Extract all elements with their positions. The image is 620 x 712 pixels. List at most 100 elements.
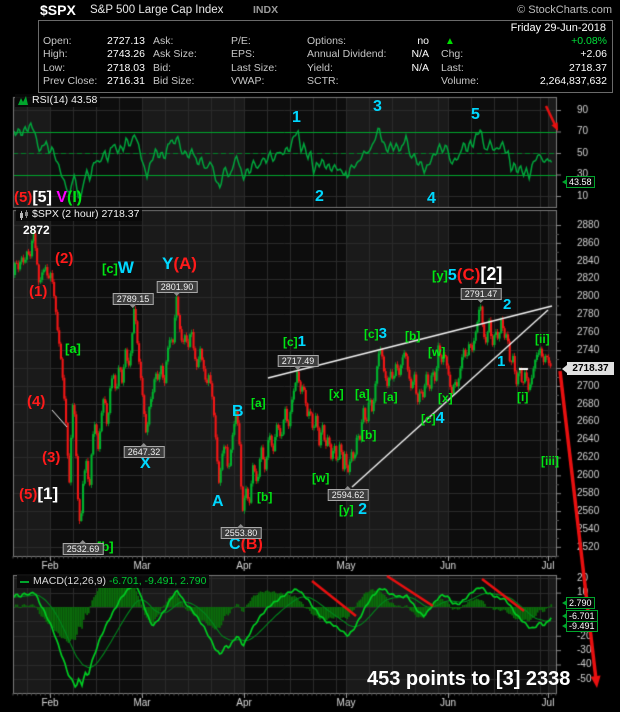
index-name: S&P 500 Large Cap Index [90,4,224,16]
quote-field-value: 2718.03 [107,61,145,74]
wave-label-part: [x] [438,391,453,405]
rsi-legend: RSI(14) 43.58 [15,94,101,107]
wave-label-part: 2 [315,188,324,205]
wave-label: (1) [29,284,47,300]
wave-label: [c]3 [364,326,387,342]
target-annotation: 453 points to [3] 2338 [367,668,571,690]
quote-field-label: Open: [43,35,72,47]
price-flag-value: 2647.32 [127,447,161,457]
wave-label: [a] [355,386,370,402]
wave-label-part: [w] [428,345,446,359]
price-flag-value: 2717.49 [281,356,315,366]
wave-label-part: [2] [480,264,503,284]
wave-label: [c]W [102,259,134,277]
wave-label-part: [a] [65,341,81,356]
wave-label-part: [y] [339,503,354,517]
quote-field: Low: 2718.03 [43,62,145,74]
quote-field: Ask: [153,35,223,47]
price-flag: 2647.32 [123,443,165,458]
wave-label-part: [c] [421,412,436,426]
quote-field-label: Prev Close: [43,75,98,88]
price-flag-value: 2594.62 [331,490,365,500]
wave-label: A [212,494,224,510]
wave-label: [w] [312,470,329,486]
wave-label: [y] 2 [339,502,367,518]
price-flag: 2594.62 [327,486,369,501]
macd-legend-icon [20,580,29,583]
quote-field-label: VWAP: [231,75,265,88]
wave-label-part: 2872 [23,223,50,237]
wave-label-part: (5) [14,189,33,206]
wave-label-part: [w] [312,471,330,485]
quote-field-value: N/A [411,48,429,61]
price-flag-value: 2789.15 [116,294,150,304]
stockcharts-brand-link[interactable]: © StockCharts.com [517,4,612,16]
wave-label-part: 4 [435,410,445,427]
quote-field-value: 2718.37 [569,61,607,74]
quote-field: Open: 2727.13 [43,35,145,47]
quote-field-label: Ask: [153,35,174,47]
wave-label-part: (2) [55,250,74,267]
wave-label-part: [a] [251,396,266,410]
wave-label: [ii] [535,331,550,347]
quote-field: VWAP: [231,75,305,87]
macd-legend: MACD(12,26,9) -6.701, -9.491, 2.790 [17,575,210,588]
wave-label-part: [c] [364,327,379,341]
wave-label-part: 1 [497,353,506,370]
wave-label: 1 [497,354,505,370]
quote-field-value: 2727.13 [107,35,145,47]
quote-field-value: 2,264,837,632 [539,75,607,88]
wave-label-part: [c] [102,261,118,276]
wave-label: 1 [292,110,301,126]
quote-field: Bid Size: [153,75,223,87]
wave-label-part: [x] [329,387,344,401]
price-flag: 2717.49 [277,355,319,370]
wave-label-part: (A) [173,254,197,273]
wave-label: [b] [257,489,272,505]
quote-field-label: Yield: [307,61,333,74]
price-flag-value: 2553.80 [224,528,258,538]
wave-label-part: [1] [37,484,59,503]
quote-field-label: P/E: [231,35,251,47]
quote-field: P/E: [231,35,305,47]
quote-field: Prev Close: 2716.31 [43,75,145,87]
quote-field-label: High: [43,48,68,61]
wave-label-part: [iii] [541,454,559,468]
macd-label: MACD(12,26,9) [33,575,106,587]
quote-field-label: Low: [43,61,66,74]
wave-label-part: V [51,189,68,206]
wave-label-part: Y [162,254,174,273]
quote-field: +0.08% [441,35,607,47]
quote-field-label: Chg: [441,48,464,61]
wave-label-part: 3 [373,98,382,115]
quote-field-label: SCTR: [307,75,339,88]
quote-field: EPS: [231,48,305,60]
quote-field: Ask Size: [153,48,223,60]
wave-label-part: 3 [378,325,388,342]
quote-field-value: no [417,35,429,47]
wave-label-part: (B) [240,536,263,553]
price-flag: 2553.80 [220,524,262,539]
quote-field-label: Bid: [153,61,172,74]
wave-label-part: [b] [361,428,377,442]
quote-field: Last: 2718.37 [441,62,607,74]
quote-field-label: Volume: [441,75,479,88]
wave-label-part: 1 [292,109,301,126]
ticker-symbol[interactable]: $SPX [40,2,76,18]
quote-info-box: Friday 29-Jun-2018 ▲ Open: 2727.13 High: 27… [38,20,613,93]
quote-field-label: EPS: [231,48,255,61]
rsi-legend-icon [18,95,28,105]
wave-label: [b] [405,328,420,344]
quote-field: Last Size: [231,62,305,74]
wave-label-part: (1) [29,283,48,300]
wave-label: 3 [373,99,382,115]
quote-field-value: 2743.26 [107,48,145,61]
wave-label-part: [a] [355,387,370,401]
quote-field-label: Last: [441,61,464,74]
quote-field-value: +2.06 [580,48,607,61]
wave-label-part: B [232,403,244,420]
wave-label: C(B) [229,537,263,553]
rsi-label: RSI(14) 43.58 [32,94,98,106]
wave-label: 2 [503,297,511,313]
title-bar: $SPX S&P 500 Large Cap Index INDX © Stoc… [0,2,620,18]
